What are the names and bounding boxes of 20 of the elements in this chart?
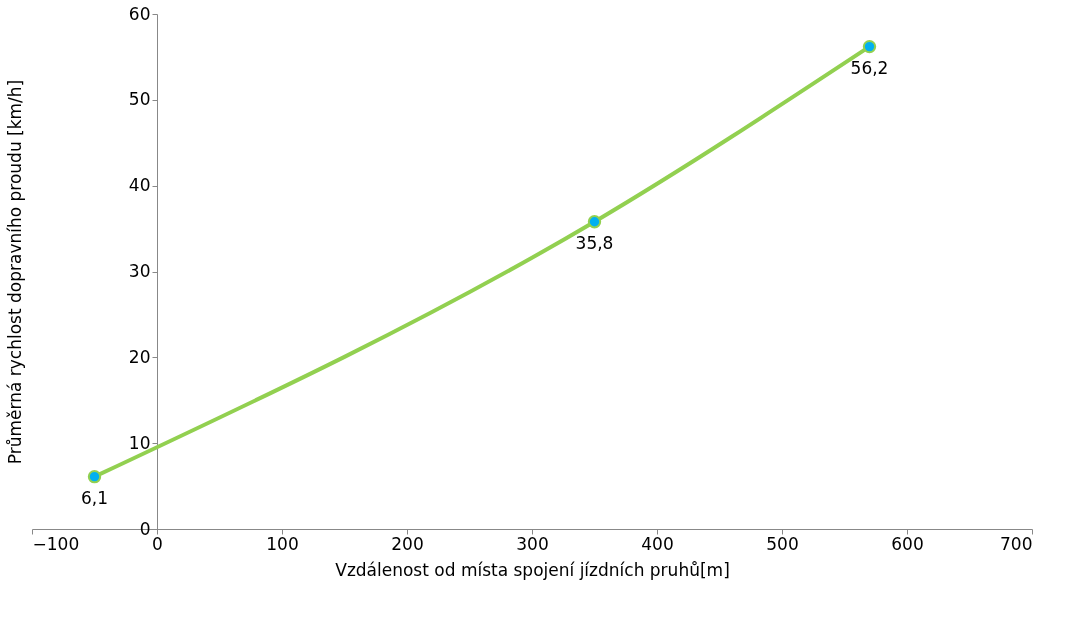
y-tick-label: 50 <box>128 89 151 110</box>
y-tick-label: 30 <box>128 261 151 281</box>
x-tick-label: 400 <box>641 533 674 554</box>
y-tick-label: 0 <box>139 518 151 539</box>
y-tick-label: 60 <box>128 3 151 24</box>
x-tick-label: −100 <box>32 533 80 554</box>
y-tick-label: 20 <box>128 346 151 367</box>
x-tick-label: 700 <box>1000 533 1033 554</box>
data-label: 6,1 <box>80 487 109 508</box>
data-label: 35,8 <box>575 232 614 253</box>
data-label: 56,2 <box>850 57 889 78</box>
x-tick-label: 500 <box>766 533 799 554</box>
x-axis-title: Vzdálenost od místa spojení jízdních pruhů[m] <box>335 559 730 580</box>
y-tick-label: 10 <box>128 432 151 453</box>
x-tick-label: 100 <box>266 533 299 554</box>
x-tick-label: 300 <box>516 533 549 554</box>
y-tick-label: 40 <box>128 175 151 196</box>
x-tick-label: 200 <box>391 533 424 554</box>
x-tick-label: 600 <box>891 533 924 554</box>
y-axis-title: Průměrná rychlost dopravního proudu [km/h] <box>4 79 25 465</box>
